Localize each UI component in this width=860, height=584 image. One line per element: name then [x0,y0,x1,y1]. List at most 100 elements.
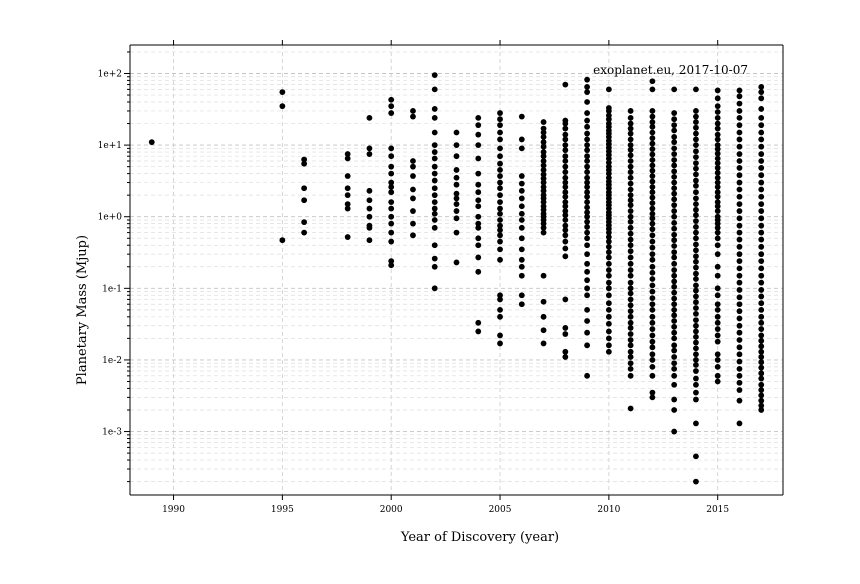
data-point [584,372,590,379]
data-point [714,184,721,190]
data-point [453,142,460,149]
data-point [649,394,656,401]
data-point [366,197,373,204]
data-point [518,173,525,179]
data-point [714,193,721,200]
data-point [714,120,721,127]
data-point [714,109,721,115]
data-point [475,203,482,210]
data-point [649,306,656,313]
data-point [562,136,569,143]
data-point [736,279,743,286]
data-point [562,169,569,175]
data-point [148,139,155,146]
data-point [693,119,699,125]
data-point [584,189,590,196]
data-point [649,140,656,147]
data-point [388,205,395,212]
data-point [540,313,547,320]
source-annotation: exoplanet.eu, 2017-10-07 [593,63,748,77]
data-point [497,122,503,129]
data-point [693,345,699,352]
data-point [671,372,678,379]
data-point [627,120,634,127]
data-point [627,174,634,181]
data-point [410,232,416,239]
x-tick-label: 2005 [489,505,512,515]
data-point [693,333,699,340]
data-point [540,203,547,210]
data-point [693,270,699,277]
data-point [497,110,503,116]
data-point [649,313,656,320]
data-point [410,173,416,179]
data-point [627,272,634,279]
data-point [497,160,503,167]
data-point [693,357,699,363]
data-point [562,232,569,239]
data-point [714,160,721,167]
data-point [584,184,590,190]
data-point [605,306,612,313]
data-point [388,238,395,245]
data-point [758,114,765,121]
data-point [301,185,308,192]
data-point [388,145,395,152]
data-point [431,263,438,270]
data-point [497,246,503,253]
data-point [388,96,395,103]
data-point [627,313,634,320]
data-point [388,184,395,190]
data-point [758,265,765,272]
data-point [649,162,656,169]
data-point [649,189,656,196]
data-point [693,113,699,120]
data-point [758,251,765,258]
data-point [671,354,678,360]
data-point [627,186,634,193]
data-point [584,229,590,236]
data-point [714,224,721,231]
data-point [605,272,612,279]
data-point [431,185,438,192]
data-point [736,158,743,164]
data-point [758,215,765,222]
data-point [649,205,656,212]
data-point [497,136,503,143]
data-point [714,272,721,279]
data-point [475,197,482,204]
data-point [301,197,308,204]
axes: 1990 1995 2000 2005 2010 2015 1e-3 1e-2 1e-1 1e+0… [98,40,784,515]
data-point [671,190,678,197]
data-point [736,87,743,94]
data-point [693,224,699,230]
data-point [410,186,416,193]
data-point [388,220,395,227]
data-point [605,279,612,286]
data-point [693,124,699,131]
data-point [736,287,743,293]
data-point [714,235,721,242]
data-point [431,255,438,262]
data-point [693,362,699,368]
data-point [431,210,438,217]
data-point [714,87,721,94]
data-point [388,110,395,116]
data-point [453,174,460,181]
data-point [736,165,743,171]
data-point [584,193,590,200]
data-point [431,129,438,136]
data-point [388,262,395,269]
data-point [671,407,678,413]
data-point [649,167,656,174]
data-point [736,258,743,265]
data-point [693,389,699,396]
data-point [366,222,373,229]
data-point [671,231,678,238]
data-point [627,163,634,170]
data-point [736,308,743,315]
data-point [649,215,656,222]
data-point [605,254,612,261]
data-point [736,193,743,200]
data-point [562,217,569,223]
